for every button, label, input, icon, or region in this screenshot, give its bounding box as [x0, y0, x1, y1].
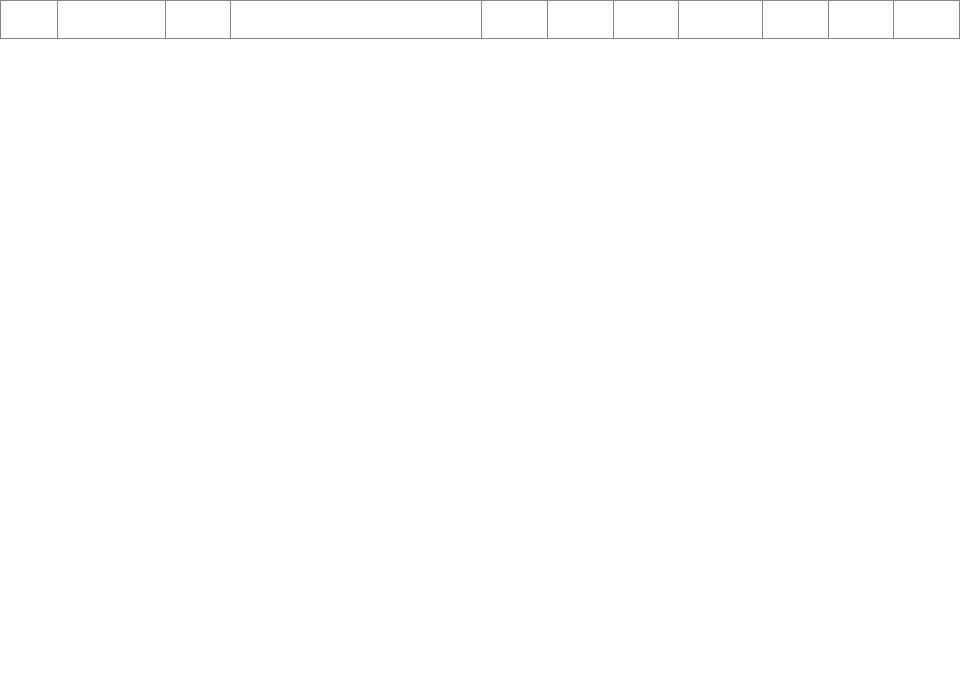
- col-hmotcelk: [762, 1, 828, 39]
- price-table: [0, 0, 960, 39]
- col-sortiment: [58, 1, 165, 39]
- col-produkt: [1, 1, 58, 39]
- col-najem1: [613, 1, 679, 39]
- page-footer: [0, 39, 960, 57]
- col-cenacelk: [828, 1, 894, 39]
- col-kod: [165, 1, 231, 39]
- table-header: [1, 1, 960, 39]
- col-oznaceni: [231, 1, 482, 39]
- col-projekce: [679, 1, 763, 39]
- col-hmot1: [482, 1, 548, 39]
- col-najemcelk: [894, 1, 960, 39]
- col-prodej: [547, 1, 613, 39]
